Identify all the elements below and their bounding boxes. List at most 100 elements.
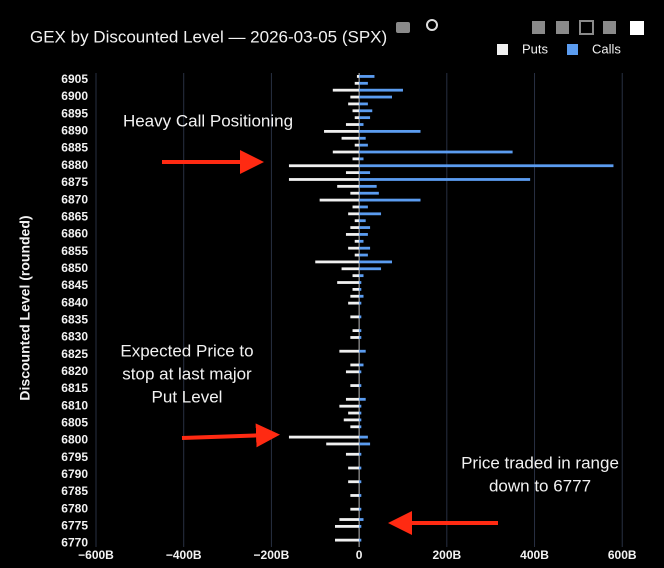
y-axis-label: Discounted Level (rounded) bbox=[17, 215, 33, 400]
bar bbox=[352, 109, 360, 113]
bar bbox=[350, 294, 360, 298]
y-tick-label: 6850 bbox=[61, 261, 88, 275]
bar bbox=[359, 507, 362, 511]
bar bbox=[359, 219, 366, 223]
camera-icon[interactable] bbox=[396, 22, 410, 33]
bar bbox=[319, 198, 360, 202]
x-tick-label: −200B bbox=[254, 548, 290, 562]
y-tick-label: 6870 bbox=[61, 192, 88, 206]
bar bbox=[359, 129, 421, 133]
bar bbox=[354, 239, 360, 243]
y-tick-label: 6885 bbox=[61, 141, 88, 155]
bar bbox=[339, 349, 360, 353]
bar bbox=[359, 411, 362, 415]
bar bbox=[359, 301, 362, 305]
logo-icon[interactable] bbox=[630, 21, 644, 35]
bar bbox=[359, 246, 371, 250]
bar bbox=[359, 404, 362, 408]
bar bbox=[359, 418, 362, 422]
bar bbox=[324, 129, 360, 133]
bar bbox=[354, 219, 360, 223]
bar bbox=[359, 75, 375, 78]
bar bbox=[359, 294, 364, 298]
bar bbox=[359, 538, 362, 542]
y-tick-label: 6815 bbox=[61, 381, 88, 395]
bar bbox=[359, 178, 531, 181]
y-tick-label: 6860 bbox=[61, 227, 88, 241]
bar bbox=[334, 538, 360, 542]
annotation: Expected Price to bbox=[120, 341, 253, 360]
bar bbox=[352, 329, 360, 333]
bar bbox=[359, 384, 362, 387]
bar bbox=[359, 191, 379, 195]
zoom-out-icon[interactable] bbox=[556, 21, 569, 34]
autoscale-icon[interactable] bbox=[579, 20, 594, 35]
bar bbox=[359, 123, 364, 126]
bar bbox=[339, 404, 360, 408]
bar bbox=[334, 524, 360, 528]
bar bbox=[354, 116, 360, 120]
bar bbox=[359, 336, 362, 339]
bar bbox=[350, 507, 360, 511]
y-tick-label: 6855 bbox=[61, 244, 88, 258]
bar bbox=[343, 418, 360, 422]
y-tick-label: 6895 bbox=[61, 106, 88, 120]
y-tick-label: 6785 bbox=[61, 484, 88, 498]
y-tick-label: 6780 bbox=[61, 501, 88, 515]
zoom-icon[interactable] bbox=[426, 19, 438, 31]
bar bbox=[345, 233, 360, 236]
bar bbox=[359, 164, 614, 168]
y-tick-label: 6845 bbox=[61, 278, 88, 292]
bar bbox=[348, 246, 360, 250]
y-tick-label: 6880 bbox=[61, 158, 88, 172]
bar bbox=[359, 81, 368, 85]
bar bbox=[359, 466, 362, 470]
annotation: Put Level bbox=[152, 387, 223, 406]
y-tick-label: 6775 bbox=[61, 519, 88, 533]
bar bbox=[348, 102, 360, 106]
y-tick-label: 6835 bbox=[61, 312, 88, 326]
x-tick-label: −400B bbox=[166, 548, 202, 562]
bar bbox=[350, 315, 360, 319]
bar bbox=[354, 143, 360, 147]
bar bbox=[359, 329, 362, 333]
bar bbox=[359, 109, 373, 113]
bar bbox=[359, 95, 393, 99]
bar bbox=[359, 281, 362, 284]
legend-swatch bbox=[567, 44, 578, 55]
bar bbox=[359, 205, 368, 209]
bar bbox=[359, 363, 364, 367]
bar bbox=[359, 239, 364, 243]
legend-label: Puts bbox=[522, 41, 549, 56]
bar bbox=[359, 184, 377, 188]
bar bbox=[359, 349, 366, 353]
y-tick-label: 6840 bbox=[61, 295, 88, 309]
bar bbox=[354, 253, 360, 257]
chart-title: GEX by Discounted Level — 2026-03-05 (SP… bbox=[30, 27, 387, 46]
bar bbox=[345, 123, 360, 126]
annotation: stop at last major bbox=[122, 364, 252, 383]
toolbar[interactable] bbox=[396, 19, 644, 35]
bar bbox=[350, 425, 360, 429]
zoom-in-icon[interactable] bbox=[532, 21, 545, 34]
bar bbox=[350, 363, 360, 367]
bar bbox=[350, 494, 360, 497]
bar bbox=[359, 518, 364, 521]
bar bbox=[352, 287, 360, 291]
reset-icon[interactable] bbox=[603, 21, 616, 34]
bar bbox=[359, 274, 364, 278]
bar bbox=[359, 253, 368, 257]
bar bbox=[359, 150, 513, 154]
bar bbox=[326, 442, 360, 446]
bar bbox=[337, 184, 360, 188]
bar bbox=[352, 274, 360, 278]
bar bbox=[359, 442, 371, 446]
bar bbox=[359, 315, 362, 319]
y-tick-label: 6770 bbox=[61, 536, 88, 550]
bar bbox=[359, 494, 362, 497]
x-tick-label: 0 bbox=[356, 548, 363, 562]
bar bbox=[359, 136, 366, 140]
bar bbox=[352, 157, 360, 161]
y-tick-label: 6800 bbox=[61, 433, 88, 447]
